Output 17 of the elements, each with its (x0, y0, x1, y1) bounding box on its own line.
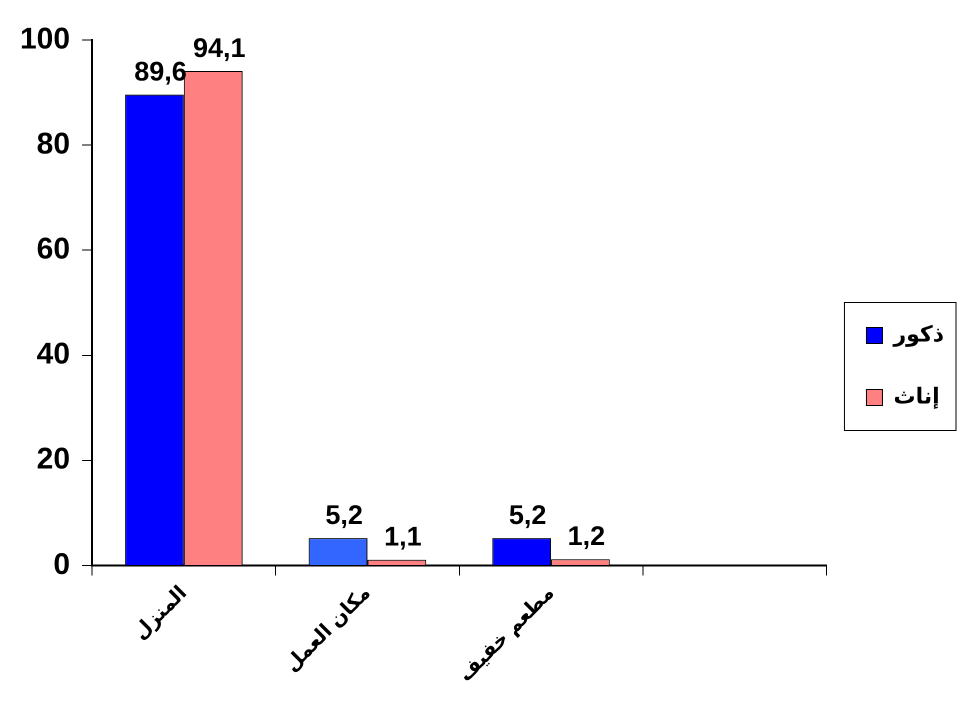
data-label: 1,1 (384, 522, 422, 552)
y-tick-label: 40 (36, 338, 70, 371)
legend-label: ذكور (892, 322, 944, 348)
data-label: 5,2 (508, 500, 546, 530)
data-label: 94,1 (192, 32, 246, 63)
data-label: 5,2 (325, 500, 363, 530)
y-tick-label: 100 (20, 22, 70, 56)
x-tick-label: المنزل (129, 582, 192, 644)
data-label: 89,6 (134, 56, 187, 87)
x-tick-label: مطعم خفيف (454, 582, 558, 686)
x-tick-label: مكان العمل (280, 582, 375, 676)
legend-label: إناث (893, 384, 940, 410)
y-tick-label: 20 (36, 442, 70, 476)
y-tick-label: 60 (36, 232, 70, 266)
y-tick-label: 0 (53, 548, 70, 581)
data-label: 1,2 (568, 521, 606, 552)
y-tick-label: 80 (36, 127, 70, 160)
